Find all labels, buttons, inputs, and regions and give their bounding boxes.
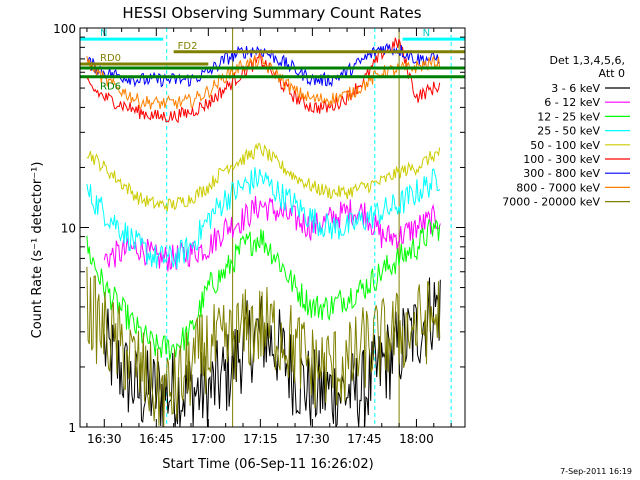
series-line-8 (86, 266, 441, 427)
timestamp: 7-Sep-2011 16:19 (560, 467, 632, 476)
x-axis: 16:30 16:45 17:00 17:15 17:30 17:45 18:00 (86, 28, 452, 446)
legend-label-1: 6 - 12 keV (544, 96, 600, 109)
legend-label-3: 25 - 50 keV (537, 125, 600, 138)
flag-label-2: FD2 (178, 41, 198, 52)
legend-label-5: 100 - 300 keV (523, 153, 600, 166)
y-tick-label-2: 100 (53, 22, 76, 36)
flag-label-3: RD0 (100, 53, 121, 64)
x-axis-label: Start Time (06-Sep-11 16:26:02) (162, 457, 373, 472)
x-tick-label-3: 17:15 (243, 432, 278, 446)
x-tick-label-4: 17:30 (295, 432, 330, 446)
legend-label-6: 300 - 800 keV (523, 167, 600, 180)
flag-label-1: N (423, 28, 430, 39)
chart-title: HESSI Observing Summary Count Rates (122, 4, 421, 22)
series-line-1 (103, 195, 441, 272)
legend-label-4: 50 - 100 keV (530, 139, 600, 152)
x-tick-label-6: 18:00 (399, 432, 434, 446)
legend-label-2: 12 - 25 keV (537, 110, 600, 123)
legend-label-8: 7000 - 20000 keV (502, 196, 600, 209)
series-line-2 (86, 218, 441, 360)
series-line-6 (86, 42, 440, 88)
legend-header-line1: Det 1,3,4,5,6, (549, 54, 625, 67)
x-tick-label-0: 16:30 (87, 432, 122, 446)
series-line-0 (103, 277, 441, 427)
y-tick-label-0: 1 (68, 421, 76, 435)
series-layer (86, 37, 441, 427)
legend-label-7: 800 - 7000 keV (516, 181, 600, 194)
flag-label-4: RD6 (100, 82, 121, 93)
flag-label-0: N (100, 28, 107, 39)
x-tick-label-5: 17:45 (347, 432, 382, 446)
x-tick-label-2: 17:00 (191, 432, 226, 446)
y-axis: 1 10 100 (53, 22, 465, 435)
x-tick-label-1: 16:45 (139, 432, 174, 446)
legend-label-0: 3 - 6 keV (551, 82, 600, 95)
flag-bars: N N FD2 RD0 RD6 (80, 28, 465, 93)
y-axis-label: Count Rate (s⁻¹ detector⁻¹) (30, 162, 45, 339)
y-tick-label-1: 10 (61, 222, 76, 236)
legend-header-line2: Att 0 (599, 67, 625, 80)
series-line-3 (86, 167, 441, 269)
series-line-4 (86, 143, 441, 212)
